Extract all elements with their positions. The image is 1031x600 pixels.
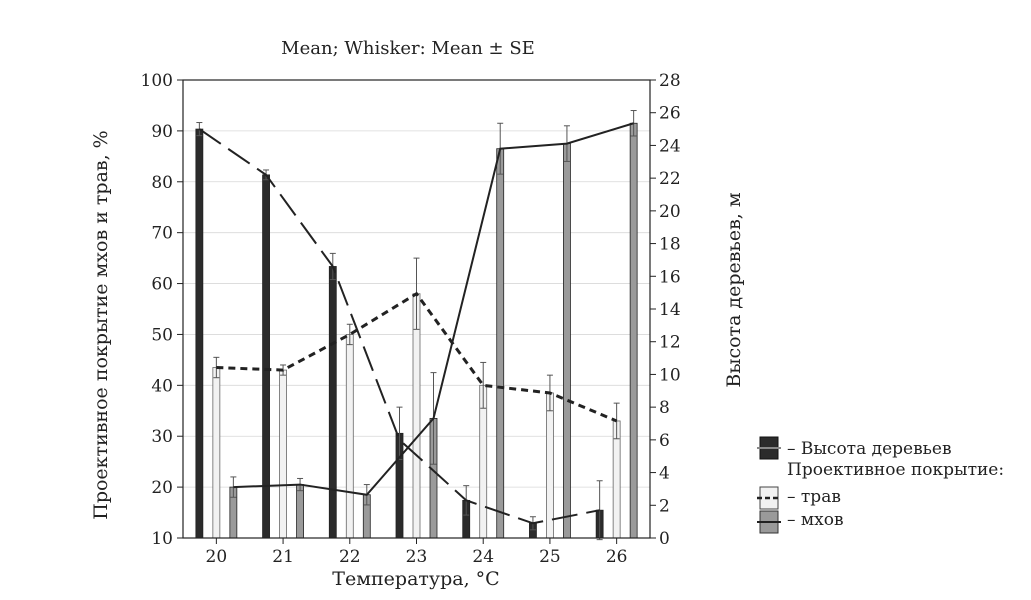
right-tick-label-10: 10 (659, 365, 681, 385)
x-tick-label-20: 20 (206, 547, 228, 567)
bar-trees-22 (328, 266, 337, 539)
right-tick-label-18: 18 (659, 235, 681, 255)
right-tick-label-26: 26 (659, 104, 681, 124)
right-tick-label-22: 22 (659, 169, 681, 189)
x-tick-label-26: 26 (606, 547, 628, 567)
y-axis-right-label: Высота деревьев, м (723, 192, 745, 387)
left-tick-label-60: 60 (151, 275, 173, 295)
left-axis: 10 20 30 40 50 60 70 80 90 100 (141, 71, 183, 549)
right-tick-label-16: 16 (659, 267, 681, 287)
bar-grass-21 (279, 369, 287, 539)
line-grass (216, 291, 618, 423)
x-tick-label-25: 25 (539, 547, 561, 567)
bar-moss-26 (629, 122, 638, 539)
trend-lines (198, 122, 634, 525)
plot-frame (182, 79, 651, 539)
bar-moss-25 (563, 143, 571, 539)
bar-moss-24 (496, 148, 505, 539)
right-tick-label-4: 4 (659, 464, 670, 484)
right-tick-label-14: 14 (659, 300, 681, 320)
right-tick-label-20: 20 (659, 202, 681, 222)
x-tick-label-22: 22 (339, 547, 361, 567)
legend-label-grass: – трав (787, 487, 841, 507)
bar-moss-21 (296, 484, 304, 539)
chart-title: Mean; Whisker: Mean ± SE (281, 38, 535, 59)
bar-grass-22 (345, 334, 354, 539)
line-moss (233, 122, 634, 496)
legend-label-trees: – Высота деревьев (787, 439, 952, 459)
x-tick-label-24: 24 (472, 547, 494, 567)
legend-label-moss: – мхов (787, 510, 844, 530)
right-tick-label-8: 8 (659, 398, 670, 418)
x-axis-label: Температура, °C (332, 568, 499, 590)
bar-trees-20 (195, 128, 204, 539)
line-trees (198, 128, 600, 525)
y-axis-left-label: Проективное покрытие мхов и трав, % (90, 130, 112, 519)
bar-grass-23 (412, 293, 421, 539)
left-tick-label-50: 50 (151, 325, 173, 345)
bar-grass-25 (546, 392, 554, 539)
x-axis: 20 21 22 23 24 25 26 (206, 538, 628, 567)
legend: – Высота деревьев Проективное покрытие: … (757, 436, 1004, 534)
right-tick-label-24: 24 (659, 136, 681, 156)
bars (195, 110, 638, 541)
left-tick-label-100: 100 (141, 71, 173, 91)
right-tick-label-28: 28 (659, 71, 681, 91)
right-tick-label-2: 2 (659, 496, 670, 516)
right-tick-label-0: 0 (659, 529, 670, 549)
left-tick-label-90: 90 (151, 122, 173, 142)
x-tick-label-21: 21 (272, 547, 294, 567)
left-tick-label-10: 10 (151, 529, 173, 549)
bar-trees-21 (262, 174, 270, 539)
left-tick-label-70: 70 (151, 224, 173, 244)
left-tick-label-80: 80 (151, 173, 173, 193)
legend-header: Проективное покрытие: (787, 460, 1004, 480)
bar-grass-20 (212, 367, 221, 539)
right-tick-label-12: 12 (659, 333, 681, 353)
left-tick-label-30: 30 (151, 427, 173, 447)
right-tick-label-6: 6 (659, 431, 670, 451)
left-tick-label-40: 40 (151, 376, 173, 396)
x-tick-label-23: 23 (406, 547, 428, 567)
left-tick-label-20: 20 (151, 478, 173, 498)
